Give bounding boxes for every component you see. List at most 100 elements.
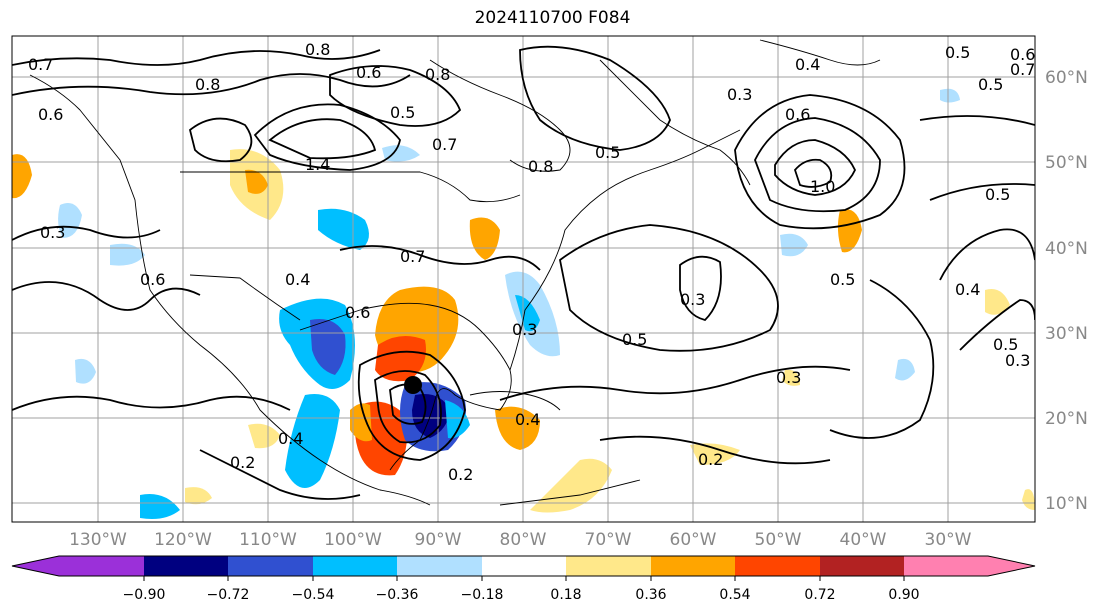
contour-label: 0.5 xyxy=(993,335,1018,354)
map-frame xyxy=(11,35,1036,523)
colorbar-segment xyxy=(820,556,904,576)
lon-label: 30°W xyxy=(925,530,972,550)
colorbar-tick-label: 0.36 xyxy=(635,587,666,603)
negative-shading xyxy=(515,295,540,332)
colorbar-segment xyxy=(566,556,651,576)
contour-label: 0.5 xyxy=(978,75,1003,94)
contour-label: 0.4 xyxy=(278,429,303,448)
contour-line xyxy=(199,449,361,500)
contour-line xyxy=(939,228,1035,281)
contour-label: 1.4 xyxy=(305,155,330,174)
negative-shading xyxy=(110,243,145,266)
contour-label: 0.2 xyxy=(230,453,255,472)
contour-label: 0.5 xyxy=(595,143,620,162)
lon-label: 60°W xyxy=(670,530,717,550)
contour-label: 0.4 xyxy=(795,55,820,74)
contour-line xyxy=(339,245,541,271)
contour-line xyxy=(374,370,442,444)
contour-line xyxy=(599,435,831,465)
lat-label: 30°N xyxy=(1045,324,1088,344)
contour-label: 0.7 xyxy=(1010,60,1035,79)
contour-label: 0.8 xyxy=(305,40,330,59)
colorbar-tick-label: −0.54 xyxy=(292,587,335,603)
coastlines xyxy=(29,39,881,506)
contour-label: 0.3 xyxy=(1005,351,1030,370)
contour-label: 0.5 xyxy=(622,330,647,349)
positive-shading xyxy=(350,403,372,442)
coastline-labrador xyxy=(599,59,751,186)
coastline-greenland xyxy=(759,39,881,66)
colorbar-outline xyxy=(11,555,1036,577)
positive-shading xyxy=(985,289,1010,315)
colorbar: −0.90 −0.72 −0.54 −0.36 −0.18 0.18 0.36 … xyxy=(11,555,1036,603)
contour-line xyxy=(959,299,1035,351)
contour-label: 0.7 xyxy=(432,135,457,154)
latitude-labels: 60°N 50°N 40°N 30°N 20°N 10°N xyxy=(1045,68,1088,514)
coastline-southamerica xyxy=(499,479,641,506)
positive-shading xyxy=(782,369,800,386)
lon-label: 40°W xyxy=(840,530,887,550)
colorbar-tick-label: −0.18 xyxy=(461,587,504,603)
contour-label: 0.4 xyxy=(515,410,540,429)
map-title: 2024110700 F084 xyxy=(474,8,631,28)
colorbar-tick-label: 0.54 xyxy=(719,587,750,603)
positive-shading xyxy=(245,169,268,194)
contour-lines xyxy=(12,45,1035,500)
colorbar-segment xyxy=(12,556,59,576)
contour-label: 0.3 xyxy=(512,320,537,339)
colorbar-segment xyxy=(988,556,1035,576)
coastline-hudson xyxy=(429,59,571,172)
negative-shading xyxy=(780,233,808,257)
contour-line xyxy=(559,224,779,352)
positive-shading xyxy=(837,209,862,253)
colorbar-segment xyxy=(228,556,313,576)
contour-label: 0.7 xyxy=(400,247,425,266)
negative-shading xyxy=(382,145,420,162)
contour-line xyxy=(829,279,935,439)
contour-label: 0.3 xyxy=(727,85,752,104)
colorbar-segment xyxy=(904,556,988,576)
storm-center-marker xyxy=(404,376,422,394)
contour-line xyxy=(12,49,381,66)
contour-label: 0.8 xyxy=(425,65,450,84)
lat-label: 20°N xyxy=(1045,409,1088,429)
contour-line xyxy=(329,65,462,127)
lat-label: 10°N xyxy=(1045,494,1088,514)
contour-line xyxy=(754,117,881,213)
contour-line xyxy=(499,365,851,401)
positive-shading xyxy=(185,487,212,505)
lon-label: 50°W xyxy=(755,530,802,550)
contour-label: 0.6 xyxy=(1010,45,1035,64)
contour-line xyxy=(919,115,1035,126)
border-us-canada xyxy=(180,171,521,203)
coastline-east xyxy=(509,129,741,371)
contour-line xyxy=(268,118,377,160)
contour-label: 0.6 xyxy=(356,63,381,82)
contour-line xyxy=(12,73,411,96)
contour-line xyxy=(188,117,253,163)
longitude-labels: 130°W 120°W 110°W 100°W 90°W 80°W 70°W 6… xyxy=(69,530,972,550)
contour-labels: 0.7 0.8 0.8 0.6 0.8 0.5 0.7 0.6 1.4 0.5 … xyxy=(28,40,1035,484)
contour-line xyxy=(793,158,833,188)
contour-label: 0.5 xyxy=(945,43,970,62)
negative-shading xyxy=(445,400,470,439)
lon-label: 70°W xyxy=(585,530,632,550)
contour-line xyxy=(774,139,856,196)
positive-shading xyxy=(375,336,426,382)
contour-line xyxy=(734,94,906,230)
negative-shading xyxy=(58,202,82,238)
contour-line xyxy=(519,45,671,151)
contour-label: 0.3 xyxy=(776,368,801,387)
contour-label: 0.2 xyxy=(448,465,473,484)
border-us-mexico xyxy=(189,274,301,321)
contour-line xyxy=(679,255,722,321)
contour-label: 0.4 xyxy=(955,280,980,299)
coastline-gulf xyxy=(299,302,512,471)
lon-label: 80°W xyxy=(500,530,547,550)
negative-shading xyxy=(940,88,960,103)
contour-label: 0.8 xyxy=(195,75,220,94)
colorbar-segment xyxy=(144,556,228,576)
contour-label: 0.5 xyxy=(830,270,855,289)
lat-label: 40°N xyxy=(1045,239,1088,259)
